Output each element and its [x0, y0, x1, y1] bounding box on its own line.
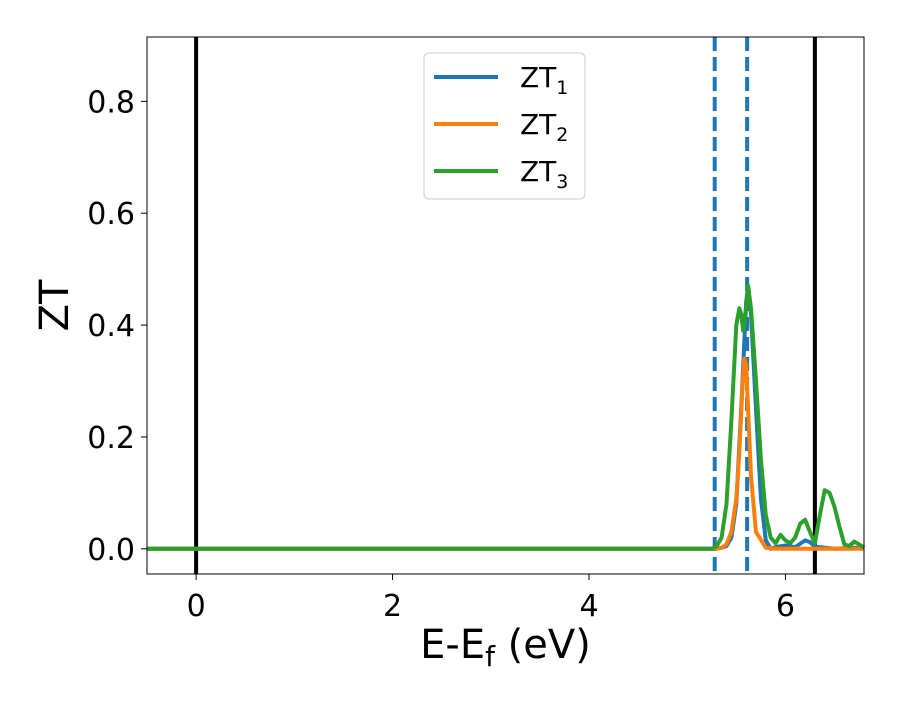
- y-tick-label: 0.8: [87, 85, 135, 120]
- legend-label-zt2: ZT2: [520, 108, 568, 146]
- series-line-zt2: [147, 356, 864, 551]
- series-lines: [147, 283, 866, 551]
- y-tick-label: 0.6: [87, 197, 135, 232]
- plot-frame: [146, 36, 865, 575]
- y-tick-label: 0.4: [87, 309, 135, 344]
- legend: ZT1 ZT2 ZT3: [423, 52, 586, 200]
- x-axis-ticks: 0 2 4 6: [187, 574, 795, 624]
- y-axis-label: ZT: [32, 279, 78, 331]
- x-tick-label: 2: [383, 589, 402, 624]
- x-tick-label: 6: [776, 589, 795, 624]
- y-axis-ticks: 0.0 0.2 0.4 0.6 0.8: [87, 85, 147, 568]
- x-tick-label: 0: [187, 589, 206, 624]
- y-tick-label: 0.0: [87, 533, 135, 568]
- x-tick-label: 4: [579, 589, 598, 624]
- legend-label-zt3: ZT3: [520, 155, 568, 193]
- legend-box: [423, 52, 586, 200]
- series-line-zt3: [147, 283, 866, 551]
- legend-label-zt1: ZT1: [520, 61, 568, 99]
- y-tick-label: 0.2: [87, 421, 135, 456]
- x-axis-label: E-Ef (eV): [420, 622, 591, 673]
